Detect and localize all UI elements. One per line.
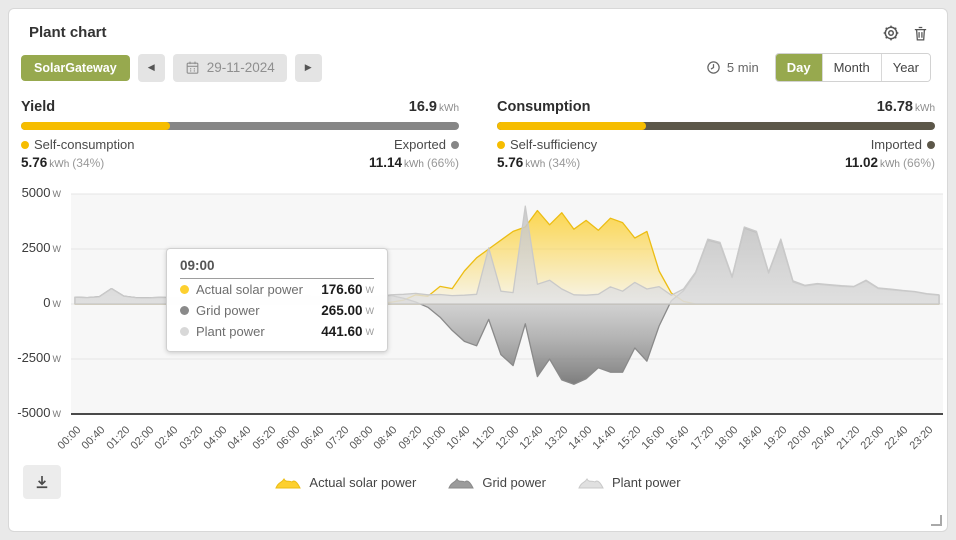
x-axis-label: 07:20 [323, 424, 352, 452]
tooltip-row-solar: Actual solar power 176.60 W [167, 279, 387, 300]
x-axis-label: 23:20 [907, 424, 936, 452]
x-axis-label: 10:00 [420, 424, 449, 452]
x-axis-label: 10:40 [444, 424, 473, 452]
x-axis-label: 06:40 [298, 424, 327, 452]
x-axis-label: 15:20 [615, 424, 644, 452]
exported-value: 11.14 kWh (66%) [368, 155, 459, 170]
x-axis-label: 13:20 [542, 424, 571, 452]
tooltip-row-plant: Plant power 441.60 W [167, 321, 387, 342]
consumption-stat: Consumption 16.78 kWh Self-sufficiency Im… [497, 99, 935, 170]
solar-dot [180, 285, 189, 294]
x-axis-label: 00:00 [55, 424, 84, 452]
x-axis-label: 19:20 [761, 424, 790, 452]
self-sufficiency-label: Self-sufficiency [497, 137, 597, 152]
legend-item-grid[interactable]: Grid power [448, 475, 546, 490]
tab-month[interactable]: Month [821, 54, 881, 81]
yield-label: Yield [21, 99, 56, 115]
interval-indicator: 5 min [706, 60, 759, 75]
consumption-bar [497, 122, 935, 130]
chart-legend: Actual solar power Grid power Plant powe… [275, 475, 681, 490]
plant-dot [180, 327, 189, 336]
x-axis-label: 00:40 [79, 424, 108, 452]
x-axis-label: 17:20 [688, 424, 717, 452]
x-axis-label: 18:40 [736, 424, 765, 452]
card-header: Plant chart [9, 9, 947, 42]
prev-day-button[interactable]: ◀ [137, 53, 165, 82]
x-axis-label: 01:20 [104, 424, 133, 452]
view-switcher: Day Month Year [774, 53, 931, 82]
self-consumption-label: Self-consumption [21, 137, 134, 152]
x-axis-label: 20:00 [785, 424, 814, 452]
self-consumption-value: 5.76 kWh (34%) [21, 155, 105, 170]
next-day-button[interactable]: ▶ [294, 53, 322, 82]
yield-total: 16.9 kWh [408, 99, 459, 115]
x-axis-label: 12:00 [493, 424, 522, 452]
chart-footer: Actual solar power Grid power Plant powe… [9, 465, 947, 499]
x-axis-label: 04:40 [225, 424, 254, 452]
plot-area[interactable]: 09:00 Actual solar power 176.60 W Grid po… [71, 186, 943, 418]
tab-day[interactable]: Day [775, 54, 822, 81]
consumption-total: 16.78 kWh [876, 99, 935, 115]
x-axis-label: 16:00 [639, 424, 668, 452]
date-picker-button[interactable]: 29-11-2024 [172, 53, 287, 82]
page-title: Plant chart [29, 24, 107, 41]
y-axis-label: -2500 W [17, 350, 61, 365]
x-axis-label: 22:40 [883, 424, 911, 452]
imported-label: Imported [871, 137, 935, 152]
gateway-button[interactable]: SolarGateway [21, 54, 130, 81]
x-axis-label: 20:40 [810, 424, 838, 452]
x-axis-label: 02:00 [128, 424, 157, 452]
imported-value: 11.02 kWh (66%) [844, 155, 935, 170]
date-value: 29-11-2024 [206, 60, 275, 75]
x-axis-label: 16:40 [663, 424, 692, 452]
y-axis-label: -5000 W [17, 405, 61, 420]
x-axis-label: 12:40 [517, 424, 546, 452]
chart-area: 5000 W 2500 W 0 W -2500 W -5000 W 09:00 Actual so… [9, 185, 943, 420]
grid-dot [180, 306, 189, 315]
exported-label: Exported [394, 137, 459, 152]
tooltip-row-grid: Grid power 265.00 W [167, 300, 387, 321]
download-icon [33, 473, 51, 491]
stats-row: Yield 16.9 kWh Self-consumption Exported … [9, 99, 947, 170]
settings-icon[interactable] [882, 24, 900, 42]
x-axis: 00:00 00:40 01:20 02:00 02:40 03:20 04:00 04:40… [56, 418, 947, 465]
x-axis-label: 06:00 [274, 424, 303, 452]
plant-chart-card: Plant chart SolarGateway ◀ [8, 8, 948, 532]
clock-icon [706, 60, 721, 75]
x-axis-label: 03:20 [177, 424, 206, 452]
chart-tooltip: 09:00 Actual solar power 176.60 W Grid po… [166, 248, 388, 352]
yield-bar [21, 122, 459, 130]
yield-stat: Yield 16.9 kWh Self-consumption Exported … [21, 99, 459, 170]
delete-icon[interactable] [912, 25, 929, 42]
x-axis-label: 05:20 [250, 424, 279, 452]
x-axis-label: 04:00 [201, 424, 230, 452]
y-axis-label: 2500 W [21, 240, 61, 255]
x-axis-label: 14:00 [566, 424, 595, 452]
tooltip-time: 09:00 [180, 249, 374, 279]
x-axis-label: 09:20 [396, 424, 425, 452]
legend-item-plant[interactable]: Plant power [578, 475, 681, 490]
calendar-icon [185, 60, 200, 75]
tab-year[interactable]: Year [880, 54, 930, 81]
resize-handle[interactable] [931, 515, 942, 526]
consumption-label: Consumption [497, 99, 591, 115]
x-axis-label: 22:00 [858, 424, 887, 452]
toolbar: SolarGateway ◀ 29-11-2024 ▶ [9, 53, 947, 82]
legend-item-solar[interactable]: Actual solar power [275, 475, 416, 490]
x-axis-label: 18:00 [712, 424, 741, 452]
download-button[interactable] [23, 465, 61, 499]
self-sufficiency-value: 5.76 kWh (34%) [497, 155, 581, 170]
x-axis-label: 14:40 [590, 424, 619, 452]
x-axis-label: 02:40 [152, 424, 181, 452]
x-axis-label: 08:00 [347, 424, 376, 452]
x-axis-label: 11:20 [469, 424, 498, 452]
y-axis-label: 5000 W [21, 185, 61, 200]
x-axis-label: 08:40 [371, 424, 400, 452]
x-axis-label: 21:20 [834, 424, 863, 452]
